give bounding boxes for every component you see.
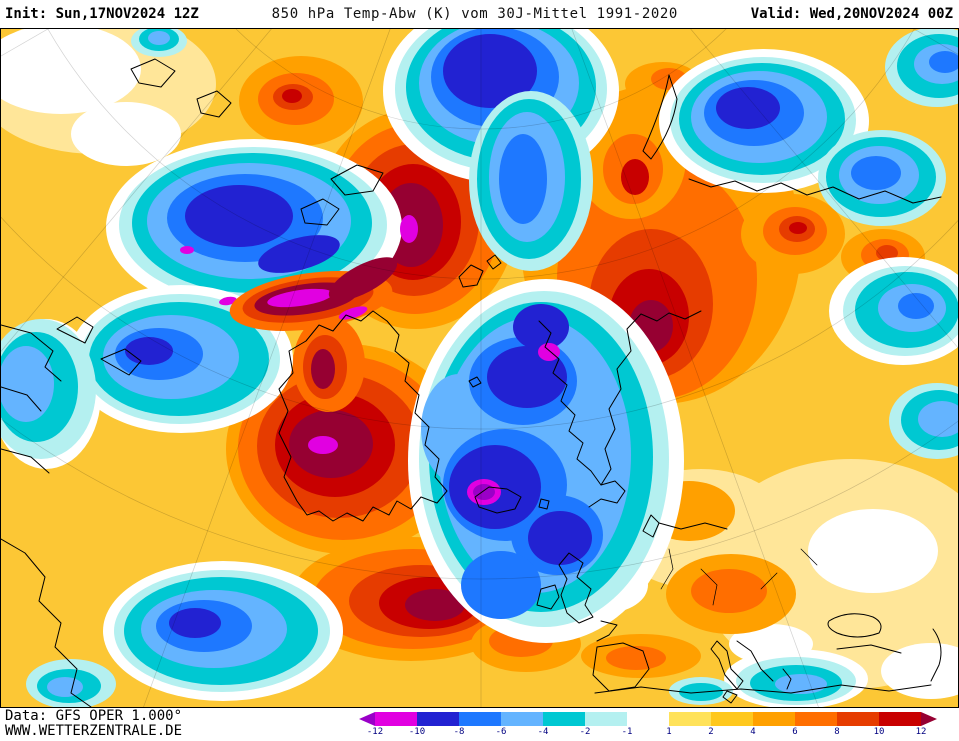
legend-color-segment bbox=[375, 712, 417, 726]
legend-color-segment bbox=[795, 712, 837, 726]
data-source: Data: GFS OPER 1.000° bbox=[5, 708, 183, 724]
legend-colorbar bbox=[359, 712, 937, 726]
legend-tick: 2 bbox=[708, 727, 714, 737]
color-scale-legend: -12 -10 -8 -6 -4 -2 -1 1 2 4 6 8 10 12 bbox=[359, 712, 937, 740]
legend-color-segment bbox=[627, 712, 669, 726]
legend-color-segment bbox=[501, 712, 543, 726]
legend-color-segment bbox=[585, 712, 627, 726]
coastlines bbox=[1, 58, 942, 707]
legend-tick: -10 bbox=[408, 727, 426, 737]
map-title: 850 hPa Temp-Abw (K) vom 30J-Mittel 1991… bbox=[271, 6, 678, 22]
init-datetime: Init: Sun,17NOV2024 12Z bbox=[5, 6, 199, 22]
website-watermark: WWW.WETTERZENTRALE.DE bbox=[5, 723, 183, 739]
legend-tick: -6 bbox=[495, 727, 507, 737]
legend-color-segment bbox=[669, 712, 711, 726]
legend-color-segment bbox=[837, 712, 879, 726]
legend-tick: 6 bbox=[792, 727, 798, 737]
legend-color-segment bbox=[921, 712, 937, 726]
legend-tick: -8 bbox=[453, 727, 465, 737]
legend-tick: 8 bbox=[834, 727, 840, 737]
legend-tick: -12 bbox=[366, 727, 384, 737]
anomaly-field bbox=[1, 29, 958, 707]
legend-color-segment bbox=[417, 712, 459, 726]
legend-color-segment bbox=[711, 712, 753, 726]
legend-tick: -1 bbox=[621, 727, 633, 737]
map-footer: Data: GFS OPER 1.000° WWW.WETTERZENTRALE… bbox=[0, 708, 959, 741]
legend-tick: 10 bbox=[873, 727, 885, 737]
graticule bbox=[1, 29, 958, 707]
legend-color-segment bbox=[359, 712, 375, 726]
temperature-anomaly-map bbox=[1, 29, 958, 707]
legend-tick: 1 bbox=[666, 727, 672, 737]
legend-tick: 4 bbox=[750, 727, 756, 737]
map-header: Init: Sun,17NOV2024 12Z 850 hPa Temp-Abw… bbox=[0, 0, 959, 28]
legend-color-segment bbox=[543, 712, 585, 726]
weather-map bbox=[0, 28, 959, 708]
legend-tick: -2 bbox=[579, 727, 591, 737]
source-block: Data: GFS OPER 1.000° WWW.WETTERZENTRALE… bbox=[5, 709, 182, 739]
legend-tick: 12 bbox=[915, 727, 927, 737]
legend-color-segment bbox=[879, 712, 921, 726]
valid-datetime: Valid: Wed,20NOV2024 00Z bbox=[750, 6, 953, 22]
legend-tick: -4 bbox=[537, 727, 549, 737]
legend-color-segment bbox=[459, 712, 501, 726]
legend-color-segment bbox=[753, 712, 795, 726]
